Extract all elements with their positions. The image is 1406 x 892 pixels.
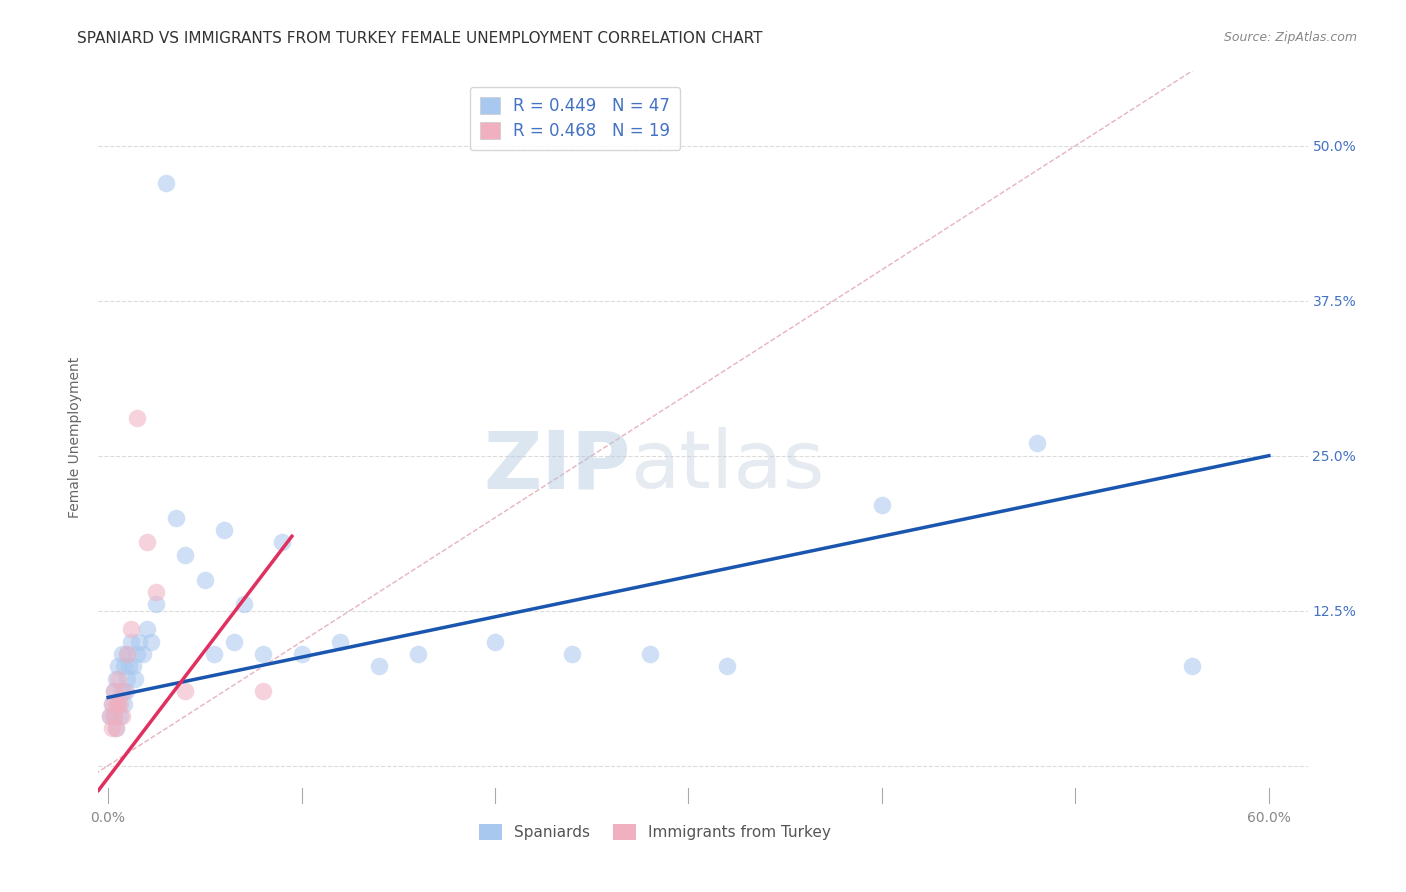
Point (108, 709, 131, 723)
Point (111, 684, 134, 698)
Point (108, 697, 131, 711)
Point (329, 634, 352, 648)
Point (107, 697, 129, 711)
Point (111, 647, 134, 661)
Point (1025, 436, 1047, 450)
Point (103, 709, 125, 723)
Point (290, 647, 312, 661)
Point (107, 659, 129, 673)
Point (174, 684, 197, 698)
Point (716, 659, 738, 673)
Point (135, 622, 157, 636)
Point (870, 498, 893, 512)
Point (232, 598, 254, 612)
Point (139, 634, 162, 648)
Point (107, 697, 129, 711)
Point (98, 709, 121, 723)
Text: SPANIARD VS IMMIGRANTS FROM TURKEY FEMALE UNEMPLOYMENT CORRELATION CHART: SPANIARD VS IMMIGRANTS FROM TURKEY FEMAL… (77, 31, 763, 46)
Point (120, 634, 142, 648)
Point (120, 622, 142, 636)
Point (112, 684, 135, 698)
Point (103, 684, 125, 698)
Point (104, 722, 127, 736)
Point (103, 684, 125, 698)
Point (104, 672, 127, 686)
Point (145, 585, 167, 599)
Point (135, 535, 157, 549)
Point (128, 634, 150, 648)
Point (122, 659, 145, 673)
Text: atlas: atlas (630, 427, 825, 506)
Point (101, 697, 124, 711)
Legend: Spaniards, Immigrants from Turkey: Spaniards, Immigrants from Turkey (472, 818, 837, 847)
Point (104, 697, 127, 711)
Y-axis label: Female Unemployment: Female Unemployment (69, 357, 83, 517)
Point (112, 659, 135, 673)
Point (406, 647, 429, 661)
Point (155, 176, 177, 190)
Point (118, 659, 141, 673)
Point (117, 647, 139, 661)
Point (204, 647, 226, 661)
Point (101, 722, 124, 736)
Point (117, 647, 139, 661)
Point (132, 647, 155, 661)
Point (484, 634, 506, 648)
Point (114, 684, 136, 698)
Point (194, 573, 217, 587)
Point (117, 672, 139, 686)
Point (212, 523, 235, 537)
Point (174, 548, 197, 562)
Point (112, 697, 135, 711)
Point (98, 709, 121, 723)
Point (127, 411, 149, 425)
Point (252, 647, 274, 661)
Point (561, 647, 583, 661)
Point (127, 647, 149, 661)
Text: Source: ZipAtlas.com: Source: ZipAtlas.com (1223, 31, 1357, 45)
Point (145, 598, 167, 612)
Point (252, 684, 274, 698)
Point (107, 672, 129, 686)
Point (638, 647, 661, 661)
Point (165, 510, 187, 524)
Point (111, 709, 134, 723)
Point (222, 634, 245, 648)
Point (271, 535, 294, 549)
Text: ZIP: ZIP (484, 427, 630, 506)
Point (103, 709, 125, 723)
Point (368, 659, 391, 673)
Point (101, 697, 124, 711)
Point (124, 672, 146, 686)
Point (104, 722, 127, 736)
Point (1180, 659, 1202, 673)
